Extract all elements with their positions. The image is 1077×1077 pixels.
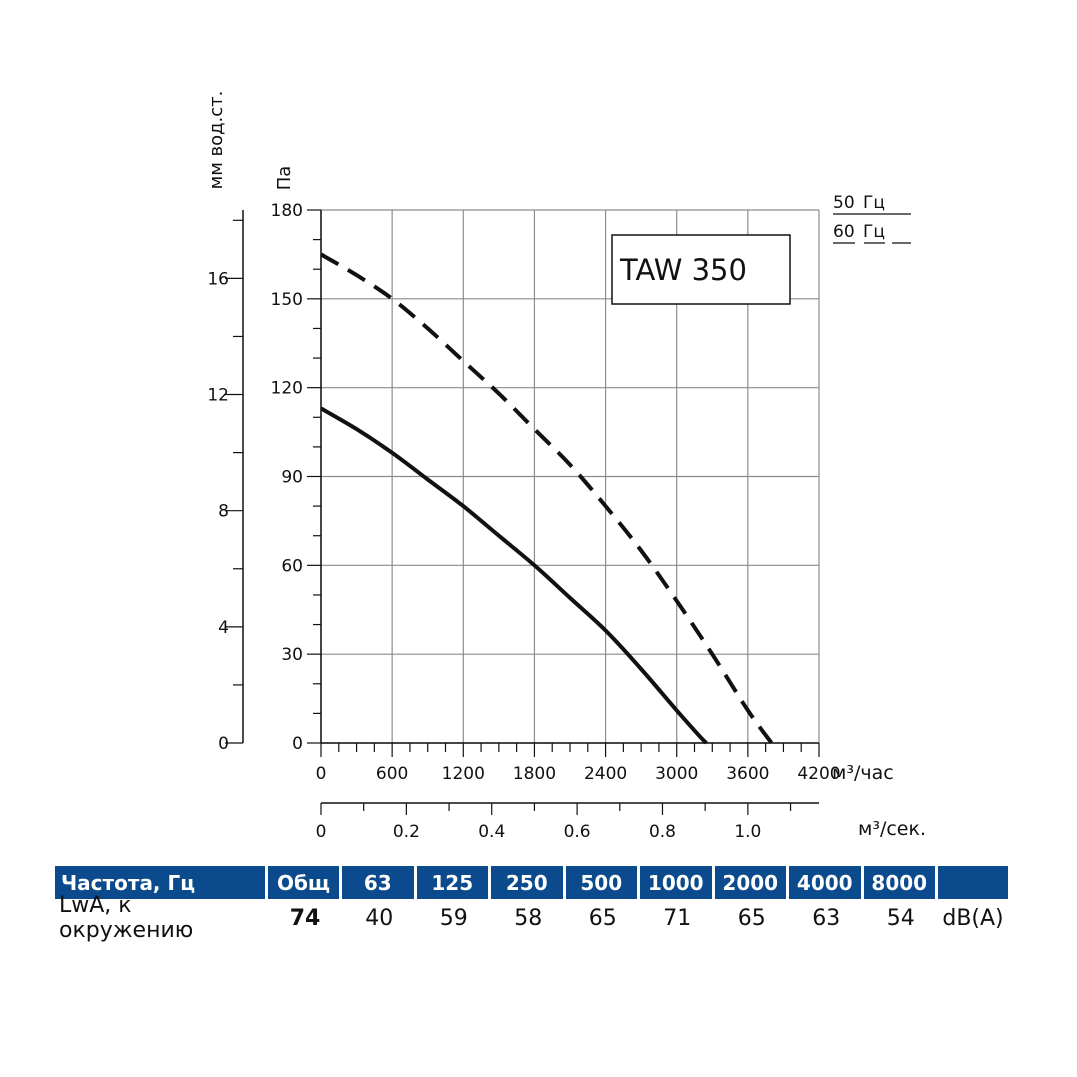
series-60hz-line [319, 252, 774, 745]
y2-tick-label: 16 [207, 269, 229, 289]
x2-axis-label: м³/сек. [858, 818, 926, 840]
x-tick-label: 3600 [726, 764, 769, 784]
x2-tick-label: 0.6 [564, 822, 591, 842]
y-tick-label: 30 [281, 645, 303, 665]
y-tick-label: 60 [281, 556, 303, 576]
x-tick-label: 600 [376, 764, 408, 784]
x-tick-label: 1800 [513, 764, 556, 784]
header-125: 125 [416, 866, 491, 899]
noise-table: Частота, Гц Общ 63 125 250 500 1000 2000… [55, 866, 1010, 943]
x-axis-label: м³/час [832, 762, 894, 784]
y2-tick-label: 4 [218, 618, 229, 638]
chart-curves [319, 252, 774, 745]
y2-tick-label: 12 [207, 386, 229, 406]
y2-tick-label: 8 [218, 502, 229, 522]
value-4000: 63 [812, 905, 841, 931]
legend-label-hz: 50 [833, 193, 855, 213]
y2-tick-label: 0 [218, 734, 229, 754]
header-500: 500 [565, 866, 640, 899]
value-125: 59 [439, 905, 468, 931]
x2-tick-label: 0.2 [393, 822, 420, 842]
chart-title: TAW 350 [619, 253, 747, 287]
value-total: 74 [289, 905, 321, 931]
y-tick-label: 0 [292, 734, 303, 754]
x-tick-label: 4200 [797, 764, 840, 784]
header-4000: 4000 [789, 866, 864, 899]
header-total: Общ [268, 866, 342, 899]
value-250: 58 [514, 905, 543, 931]
header-250: 250 [491, 866, 566, 899]
x2-tick-label: 0.4 [478, 822, 505, 842]
y-tick-label: 120 [271, 379, 303, 399]
value-500: 65 [588, 905, 617, 931]
value-63: 40 [365, 905, 394, 931]
legend-label-unit: Гц [863, 222, 885, 242]
y-tick-label: 90 [281, 468, 303, 488]
noise-table-row: LwA, к окружению 74 40 59 58 65 71 65 63… [55, 893, 1010, 943]
y2-axis-label: мм вод.ст. [206, 91, 227, 190]
header-2000: 2000 [714, 866, 789, 899]
y-tick-label: 150 [271, 290, 303, 310]
series-50hz-line [320, 406, 708, 745]
header-frequency: Частота, Гц [55, 866, 268, 899]
x2-tick-label: 0.8 [649, 822, 676, 842]
chart-legend: 50 Гц 60 Гц [833, 193, 911, 244]
legend-label-hz: 60 [833, 222, 855, 242]
y-axis-label: Па [274, 166, 295, 191]
x-tick-label: 0 [316, 764, 327, 784]
x-tick-label: 2400 [584, 764, 627, 784]
chart-axes [225, 209, 820, 815]
value-unit: dB(A) [942, 905, 1004, 931]
header-63: 63 [342, 866, 417, 899]
header-1000: 1000 [640, 866, 715, 899]
header-8000: 8000 [863, 866, 938, 899]
noise-table-header: Частота, Гц Общ 63 125 250 500 1000 2000… [55, 866, 1010, 899]
value-8000: 54 [886, 905, 915, 931]
y-tick-label: 180 [271, 201, 303, 221]
x2-tick-label: 1.0 [734, 822, 761, 842]
x-tick-label: 3000 [655, 764, 698, 784]
value-1000: 71 [663, 905, 692, 931]
value-2000: 65 [737, 905, 766, 931]
x-tick-label: 1200 [442, 764, 485, 784]
header-unit [938, 866, 1008, 899]
x2-tick-label: 0 [316, 822, 327, 842]
legend-label-unit: Гц [863, 193, 885, 213]
row-label: LwA, к окружению [59, 893, 194, 943]
title-box [611, 234, 791, 305]
